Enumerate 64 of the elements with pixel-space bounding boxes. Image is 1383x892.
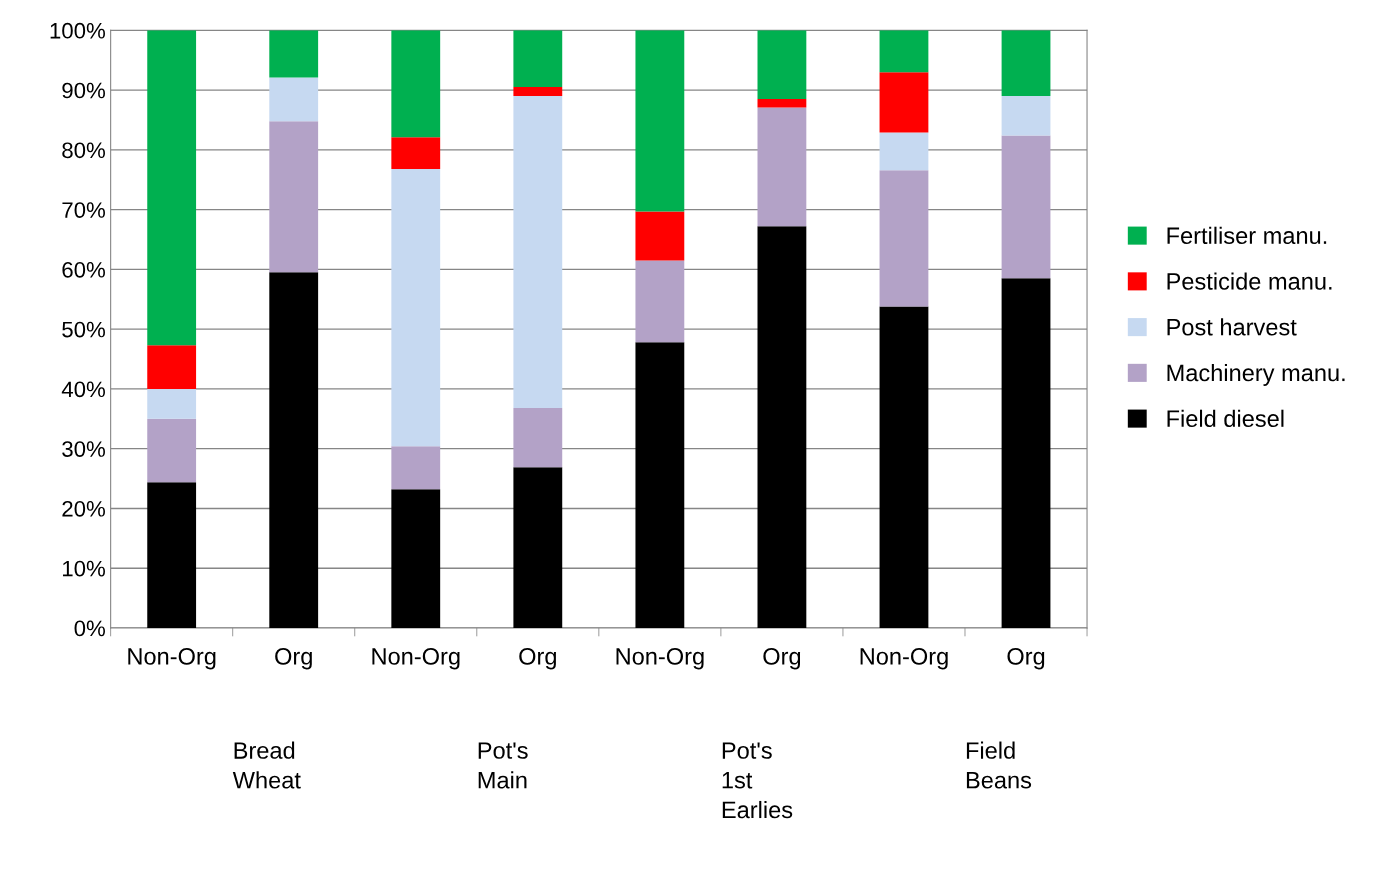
bar xyxy=(757,30,807,100)
bar xyxy=(1001,278,1051,628)
y-tick-label: 30% xyxy=(62,441,105,457)
bar xyxy=(635,342,685,628)
bar xyxy=(391,137,441,169)
y-tick-label: 0% xyxy=(74,620,105,637)
y-tick-label: 100% xyxy=(50,22,105,39)
bar xyxy=(269,30,319,78)
bar xyxy=(879,170,929,307)
legend-label: Pesticide manu. xyxy=(1167,272,1332,290)
bar xyxy=(147,482,197,628)
text: Field Beans xyxy=(966,741,1032,789)
bar xyxy=(879,72,929,133)
text: Bread Wheat xyxy=(232,741,301,789)
bar xyxy=(147,388,197,419)
bar xyxy=(513,96,563,409)
x-tick-label: Org xyxy=(1007,648,1045,670)
x-tick-label: Non-Org xyxy=(860,648,948,670)
bar xyxy=(513,408,563,468)
bar xyxy=(391,489,441,628)
bar xyxy=(757,99,807,108)
bar xyxy=(269,272,319,628)
bar xyxy=(757,226,807,628)
bar xyxy=(879,306,929,628)
bar xyxy=(147,345,197,389)
bar xyxy=(513,87,563,97)
legend-label: Field diesel xyxy=(1167,409,1284,428)
text: Pot's 1st Earlies xyxy=(722,742,793,819)
bar xyxy=(635,260,685,343)
x-tick-label: Non-Org xyxy=(616,648,704,670)
bar xyxy=(635,211,685,261)
bar xyxy=(269,121,319,273)
bar xyxy=(513,30,563,88)
y-tick-label: 70% xyxy=(62,202,105,218)
x-tick-label: Non-Org xyxy=(128,648,216,670)
bar xyxy=(1001,96,1051,136)
y-tick-label: 40% xyxy=(61,381,105,398)
bar xyxy=(513,467,563,628)
x-tick-label: Org xyxy=(275,648,312,670)
text: Pot's Main xyxy=(478,742,528,789)
bar xyxy=(879,132,929,171)
y-tick-label: 80% xyxy=(62,142,105,159)
legend-label: Fertiliser manu. xyxy=(1167,226,1327,245)
bar xyxy=(1001,135,1051,279)
bar xyxy=(391,446,441,490)
y-tick-label: 20% xyxy=(62,500,105,517)
x-tick-label: Non-Org xyxy=(372,648,460,670)
legend-label: Post harvest xyxy=(1167,318,1297,336)
bar xyxy=(147,30,197,346)
bar xyxy=(147,418,197,483)
y-tick-label: 10% xyxy=(63,560,105,577)
y-tick-label: 90% xyxy=(62,82,105,99)
bar xyxy=(391,30,441,138)
bar xyxy=(635,30,685,212)
bar xyxy=(879,30,929,73)
bar xyxy=(269,77,319,122)
legend-label: Machinery manu. xyxy=(1167,363,1345,386)
bar xyxy=(391,168,441,447)
y-tick-label: 50% xyxy=(62,321,105,338)
x-tick-label: Org xyxy=(519,648,556,670)
x-tick-label: Org xyxy=(763,648,801,670)
bar xyxy=(1001,30,1051,97)
y-tick-label: 60% xyxy=(62,261,105,278)
bar xyxy=(757,107,807,227)
